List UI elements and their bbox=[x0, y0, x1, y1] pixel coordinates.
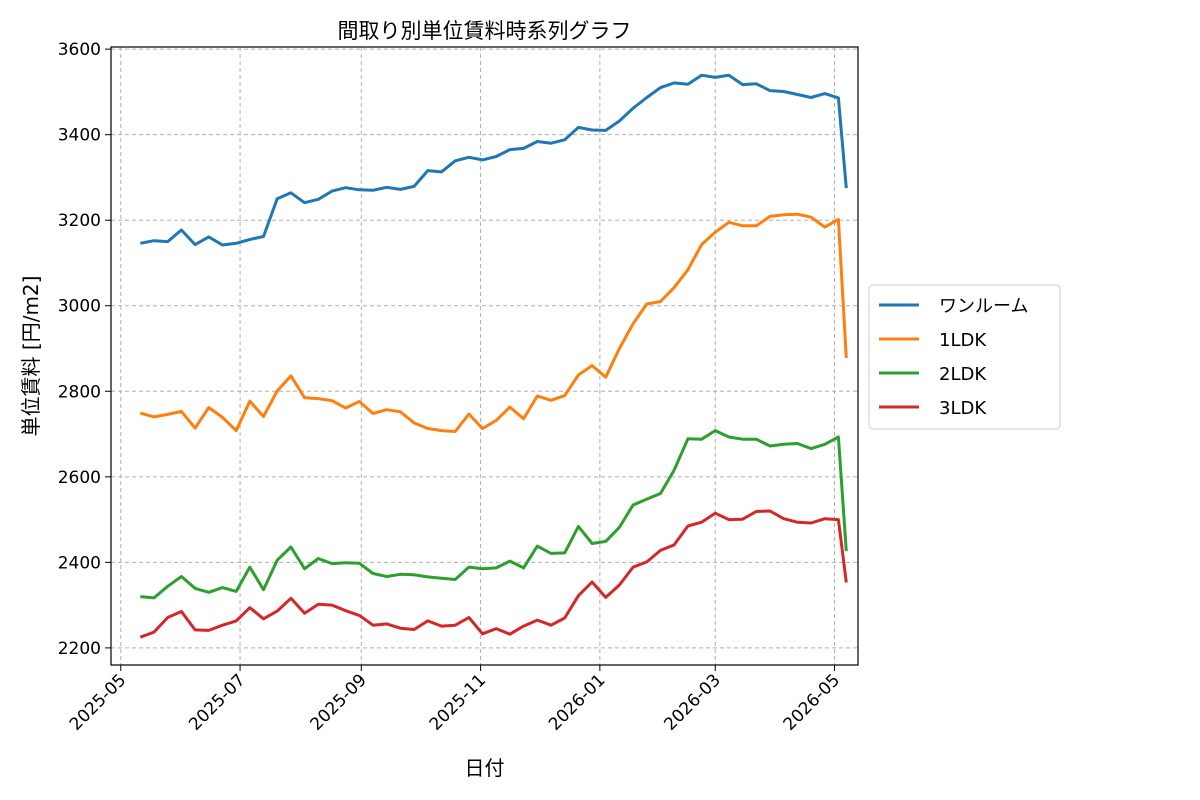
series-layer bbox=[139, 73, 848, 639]
y-tick-label: 3000 bbox=[58, 297, 101, 317]
y-tick-label: 2200 bbox=[58, 639, 101, 659]
y-tick-label: 2800 bbox=[58, 382, 101, 402]
y-axis-title: 単位賃料 [円/m2] bbox=[19, 276, 43, 437]
series-line-0 bbox=[140, 73, 848, 247]
y-tick-label: 3400 bbox=[58, 126, 101, 146]
y-tick-label: 2600 bbox=[58, 468, 101, 488]
series-line-3 bbox=[139, 509, 848, 639]
legend-label: 1LDK bbox=[939, 330, 987, 351]
x-axis-title: 日付 bbox=[465, 756, 505, 780]
legend-label: 3LDK bbox=[939, 398, 987, 419]
y-tick-label: 2400 bbox=[58, 553, 101, 573]
legend-box bbox=[868, 284, 1061, 430]
legend-label: ワンルーム bbox=[939, 296, 1028, 317]
plot-frame bbox=[110, 46, 859, 666]
legend: ワンルーム 1LDK 2LDK 3LDK bbox=[868, 284, 1061, 430]
chart-title: 間取り別単位賃料時系列グラフ bbox=[338, 19, 632, 43]
grid bbox=[111, 47, 858, 665]
series-line-1 bbox=[139, 212, 848, 433]
legend-label: 2LDK bbox=[939, 364, 987, 385]
y-tick-label: 3600 bbox=[58, 40, 101, 60]
series-line-2 bbox=[140, 429, 848, 600]
y-tick-label: 3200 bbox=[58, 211, 101, 231]
